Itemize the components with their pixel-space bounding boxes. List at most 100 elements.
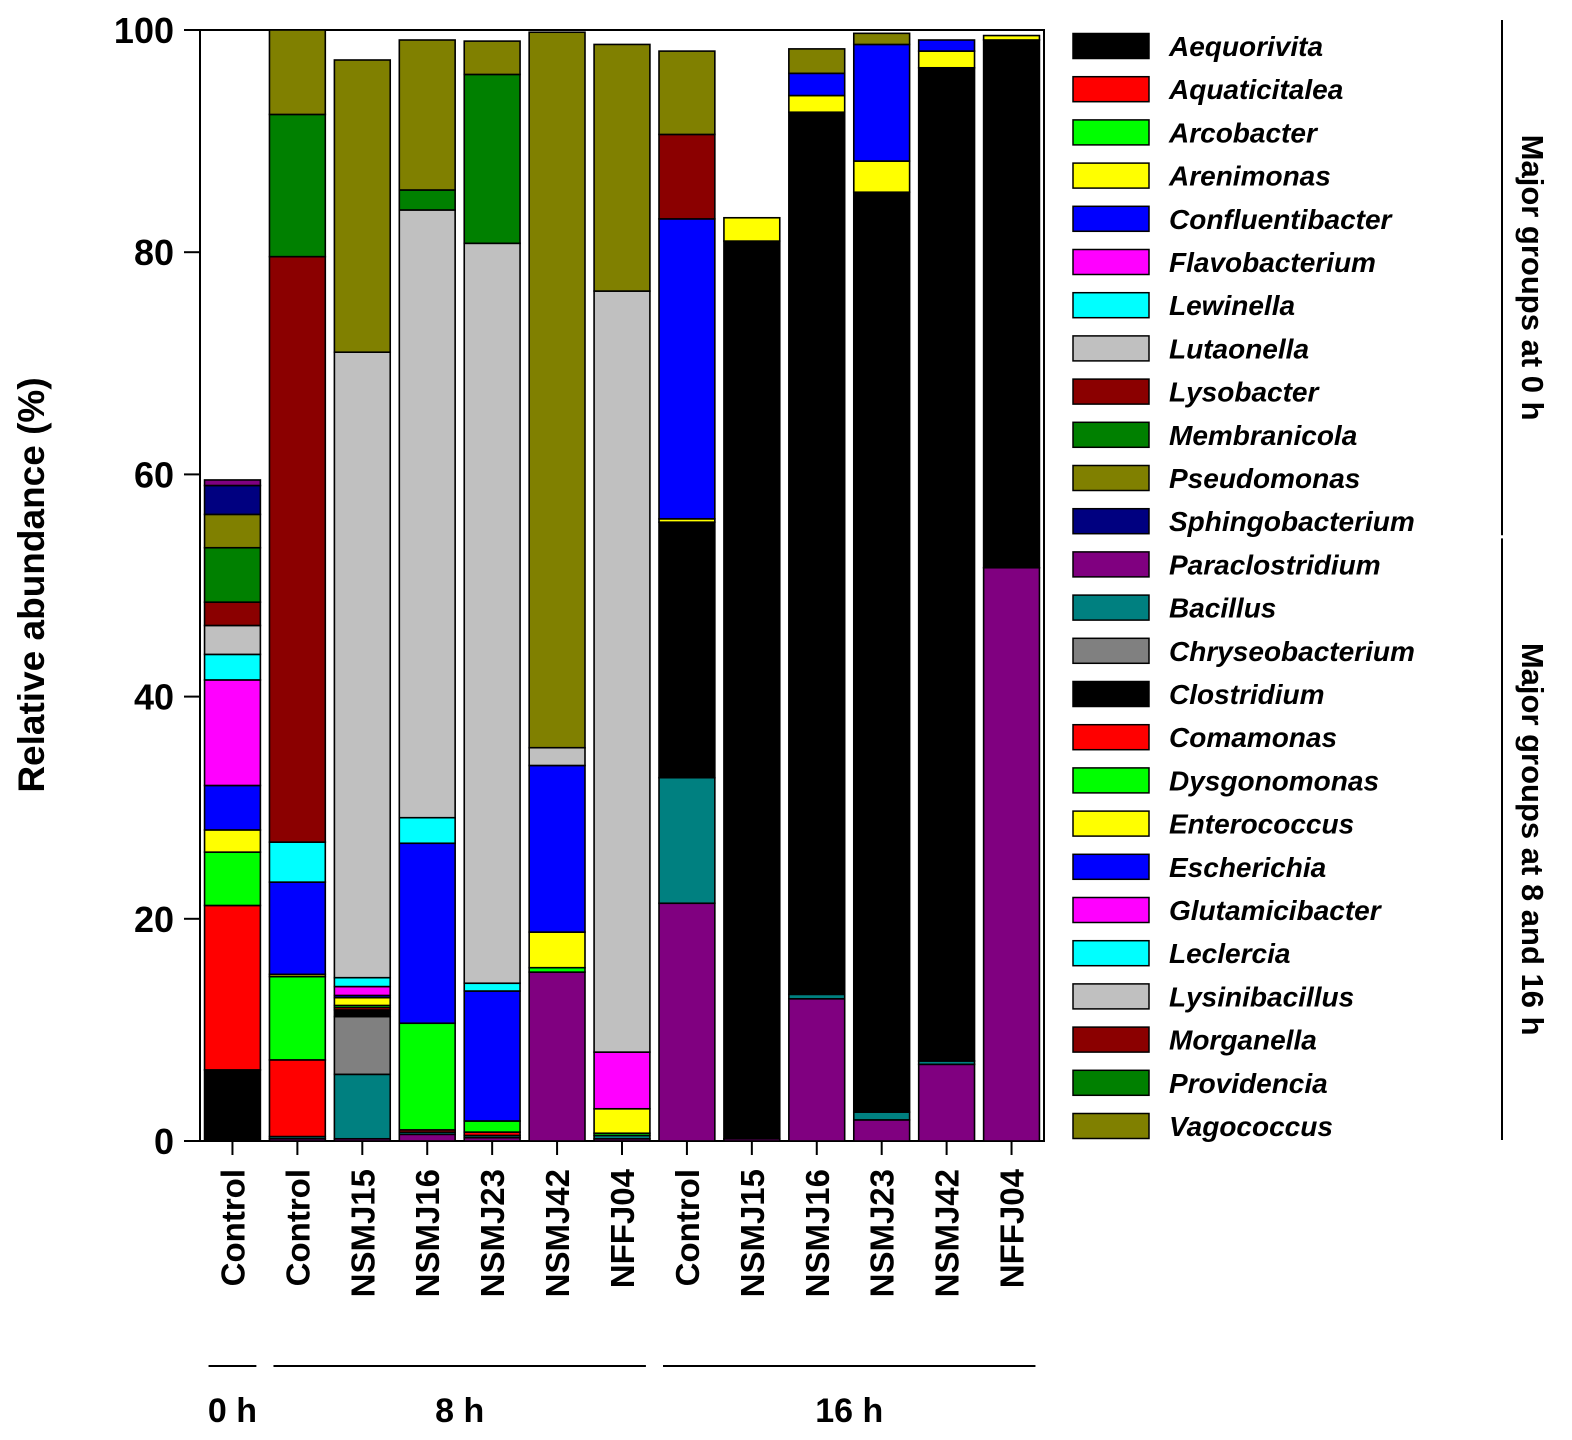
legend-swatch [1072, 594, 1150, 621]
legend-swatch [1072, 637, 1150, 665]
legend-label: Arenimonas [1168, 161, 1331, 192]
category-label: NSMJ15 [344, 1169, 381, 1297]
legend-label: Dysgonomonas [1169, 765, 1379, 796]
legend-label: Confluentibacter [1169, 204, 1394, 235]
legend-swatch [1072, 464, 1150, 492]
legend-swatch [1072, 551, 1150, 578]
category-label: NSMJ23 [864, 1169, 901, 1297]
legend-swatch [1072, 723, 1150, 751]
bar-segment [333, 59, 392, 353]
bar-segment [268, 113, 327, 258]
bar-segment [268, 841, 327, 883]
y-tick-label: 100 [114, 10, 174, 51]
bar-segment [917, 1063, 976, 1142]
legend-swatch [1072, 507, 1150, 535]
legend-swatch [1072, 1069, 1150, 1097]
legend-swatch [1072, 810, 1150, 837]
bar-segment [268, 881, 327, 976]
legend-label: Vagococcus [1169, 1111, 1333, 1142]
category-label: NFFJ04 [994, 1168, 1031, 1288]
bar-segment [463, 1120, 521, 1133]
category-label: Control [669, 1169, 706, 1286]
bar-segment [982, 566, 1041, 1142]
bar-segment [852, 1111, 911, 1121]
legend-swatch [1072, 896, 1150, 924]
legend-label: Lysobacter [1169, 377, 1320, 408]
bar-segment [593, 290, 651, 1053]
legend-label: Lewinella [1169, 290, 1295, 321]
y-tick-label: 80 [134, 232, 174, 273]
category-label: NSMJ42 [539, 1169, 576, 1297]
bar-segment [917, 50, 976, 69]
legend-label: Chryseobacterium [1169, 636, 1415, 667]
bar-segment [852, 160, 911, 194]
bar-segment [852, 32, 911, 46]
bar-segment [528, 971, 586, 1142]
bar-segment [852, 43, 911, 162]
bar-segment [398, 209, 456, 819]
bar-segment [723, 240, 781, 1140]
category-label: Control [279, 1169, 316, 1286]
bar-segment [333, 351, 392, 979]
bar-segment [463, 73, 521, 245]
legend-label: Enterococcus [1169, 809, 1354, 840]
bar-segment [658, 776, 716, 905]
bar-segment [852, 1119, 911, 1142]
bar-segment [398, 842, 456, 1025]
bar-segment [917, 39, 976, 52]
bar-segment [658, 133, 716, 220]
legend-label: Paraclostridium [1169, 549, 1381, 580]
bar-segment [398, 189, 456, 211]
bar-segment [593, 1051, 651, 1110]
bar-segment [788, 94, 846, 114]
category-label: NSMJ42 [929, 1169, 966, 1297]
legend-swatch [1072, 119, 1150, 146]
legend-swatch [1072, 680, 1150, 708]
bar-segment [528, 746, 586, 767]
legend-swatch [1072, 205, 1150, 233]
legend-swatch [1072, 248, 1150, 276]
bar-segment [333, 976, 392, 988]
bar-segment [788, 111, 846, 996]
legend-label: Bacillus [1169, 593, 1276, 624]
bar-segment [528, 764, 586, 933]
category-label: NSMJ16 [799, 1169, 836, 1297]
bar-segment [658, 521, 716, 779]
legend-label: Aequorivita [1168, 31, 1323, 62]
bar-segment [203, 829, 262, 853]
legend-swatch [1072, 162, 1150, 189]
legend-swatch [1072, 32, 1150, 60]
bar-segment [528, 31, 586, 749]
bar-segment [398, 1022, 456, 1131]
legend-swatch [1072, 939, 1150, 967]
bar-segment [398, 1133, 456, 1142]
bar-segment [268, 975, 327, 1061]
category-label: NSMJ16 [409, 1169, 446, 1297]
bar-segment [982, 34, 1041, 41]
legend-swatch [1072, 421, 1150, 449]
legend-label: Glutamicibacter [1169, 895, 1383, 926]
legend-label: Morganella [1169, 1025, 1317, 1056]
legend-label: Escherichia [1169, 852, 1326, 883]
legend-swatch [1072, 1026, 1150, 1053]
bar-segment [268, 29, 327, 116]
legend-label: Arcobacter [1168, 117, 1319, 148]
bar-segment [528, 931, 586, 969]
bar-segment [658, 218, 716, 520]
group-label: 16 h [815, 1392, 883, 1430]
legend-label: Lutaonella [1169, 333, 1309, 364]
category-label: NSMJ15 [734, 1169, 771, 1297]
legend: Aequorivita Aquaticitalea Arcobacter Arenim… [1072, 20, 1550, 1142]
legend-swatch [1072, 291, 1150, 319]
bar-segment [788, 48, 846, 75]
bar-segment [333, 1015, 392, 1076]
bar-segment [593, 43, 651, 292]
plot-area: 0 20 40 60 80 100 Control Control NSMJ15 NSMJ16 NS… [114, 10, 1045, 1430]
y-tick-label: 0 [154, 1121, 174, 1162]
bar-segment [723, 216, 781, 242]
bar-segment [203, 653, 262, 681]
legend-label: Aquaticitalea [1168, 74, 1343, 105]
legend-label: Sphingobacterium [1169, 506, 1415, 537]
category-label: NFFJ04 [604, 1168, 641, 1288]
